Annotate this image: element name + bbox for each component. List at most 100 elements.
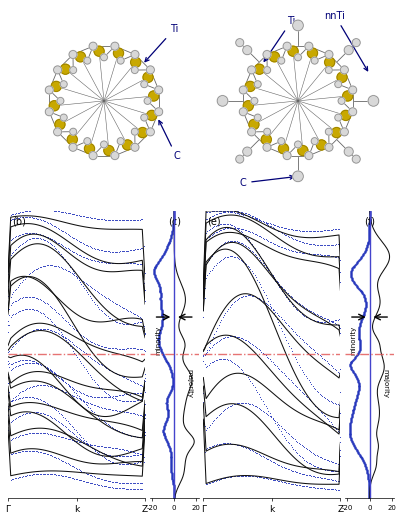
Circle shape <box>278 138 285 145</box>
Text: (f): (f) <box>364 216 375 226</box>
Circle shape <box>69 50 77 59</box>
Text: C: C <box>159 121 180 161</box>
Circle shape <box>325 143 333 151</box>
Circle shape <box>113 48 123 58</box>
Circle shape <box>243 101 253 111</box>
Circle shape <box>349 108 357 116</box>
Circle shape <box>325 57 335 67</box>
Circle shape <box>131 57 141 67</box>
Circle shape <box>335 81 342 88</box>
Circle shape <box>146 128 154 136</box>
Circle shape <box>60 64 70 74</box>
Circle shape <box>261 135 271 145</box>
Circle shape <box>54 128 62 136</box>
Circle shape <box>278 57 285 64</box>
Circle shape <box>337 72 347 82</box>
Circle shape <box>293 171 303 182</box>
Circle shape <box>54 66 62 74</box>
Circle shape <box>368 95 379 106</box>
Circle shape <box>155 108 163 116</box>
Circle shape <box>305 151 313 160</box>
Circle shape <box>89 151 97 160</box>
Circle shape <box>57 97 64 104</box>
Text: (c): (c) <box>168 216 181 226</box>
Text: minority: minority <box>156 325 162 355</box>
Circle shape <box>340 128 348 136</box>
Circle shape <box>305 42 313 50</box>
Circle shape <box>67 135 77 145</box>
Circle shape <box>295 141 301 148</box>
Circle shape <box>117 57 124 64</box>
Circle shape <box>236 155 244 163</box>
Circle shape <box>49 101 59 111</box>
Circle shape <box>325 50 333 59</box>
Text: (e): (e) <box>207 216 221 226</box>
Circle shape <box>111 42 119 50</box>
Circle shape <box>155 86 163 94</box>
Circle shape <box>279 144 289 154</box>
Circle shape <box>70 128 77 135</box>
Circle shape <box>117 138 124 145</box>
Circle shape <box>144 97 151 104</box>
Circle shape <box>307 48 318 58</box>
Circle shape <box>131 50 139 59</box>
Circle shape <box>94 46 104 56</box>
Circle shape <box>147 111 157 121</box>
Circle shape <box>70 67 77 73</box>
Circle shape <box>131 143 139 151</box>
Circle shape <box>352 155 360 163</box>
Text: minority: minority <box>351 325 357 355</box>
Circle shape <box>248 128 256 136</box>
Circle shape <box>283 151 291 160</box>
Text: nnTi: nnTi <box>324 10 368 71</box>
Circle shape <box>104 146 114 156</box>
Circle shape <box>84 138 91 145</box>
Text: (b): (b) <box>12 216 26 226</box>
Circle shape <box>251 97 258 104</box>
Circle shape <box>143 72 153 82</box>
Circle shape <box>60 81 67 88</box>
Circle shape <box>243 46 252 54</box>
Circle shape <box>340 66 348 74</box>
Circle shape <box>141 81 148 88</box>
Circle shape <box>51 81 61 91</box>
Circle shape <box>338 97 345 104</box>
Text: majority: majority <box>382 368 388 398</box>
Circle shape <box>123 140 133 150</box>
Circle shape <box>55 119 65 129</box>
Circle shape <box>111 151 119 160</box>
Text: Ti: Ti <box>264 16 296 61</box>
Circle shape <box>325 128 332 135</box>
Circle shape <box>254 114 261 121</box>
Circle shape <box>146 66 154 74</box>
Circle shape <box>264 67 271 73</box>
Circle shape <box>335 114 342 121</box>
Circle shape <box>60 114 67 121</box>
Circle shape <box>84 57 91 64</box>
Circle shape <box>288 46 298 56</box>
Circle shape <box>236 39 244 47</box>
Circle shape <box>101 54 107 61</box>
Circle shape <box>84 144 95 154</box>
Circle shape <box>344 147 353 156</box>
Circle shape <box>263 143 271 151</box>
Circle shape <box>45 108 53 116</box>
Circle shape <box>254 64 264 74</box>
Circle shape <box>131 128 138 135</box>
Circle shape <box>325 67 332 73</box>
Circle shape <box>343 91 353 101</box>
Circle shape <box>263 50 271 59</box>
Circle shape <box>245 81 255 91</box>
Circle shape <box>254 81 261 88</box>
Circle shape <box>249 119 259 129</box>
Circle shape <box>141 114 148 121</box>
Circle shape <box>89 42 97 50</box>
Circle shape <box>269 52 279 62</box>
Circle shape <box>75 52 86 62</box>
Circle shape <box>332 127 341 138</box>
Circle shape <box>101 141 107 148</box>
Circle shape <box>316 140 327 150</box>
Circle shape <box>131 67 138 73</box>
Circle shape <box>264 128 271 135</box>
Circle shape <box>283 42 291 50</box>
